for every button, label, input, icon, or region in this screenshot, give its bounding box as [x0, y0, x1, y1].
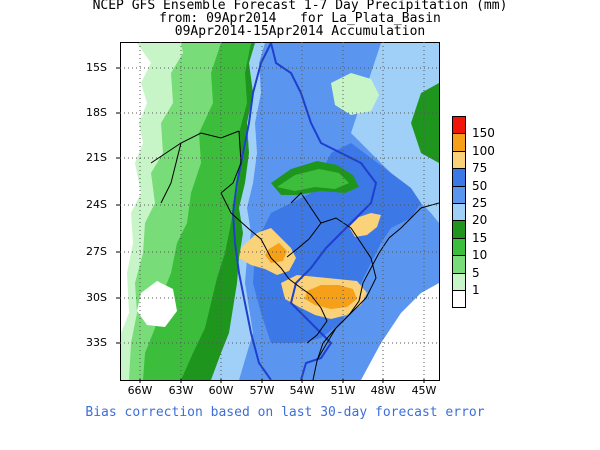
lat-label-21s: 21S: [86, 151, 107, 164]
legend-swatch: [452, 116, 466, 135]
legend-swatch: [452, 255, 466, 274]
lon-label-66w: 66W: [127, 384, 153, 397]
legend-label: 50: [472, 178, 488, 193]
legend-swatch: [452, 220, 466, 239]
legend-swatch: [452, 133, 466, 152]
legend-swatch: [452, 237, 466, 257]
map-title-line1: NCEP GFS Ensemble Forecast 1-7 Day Preci…: [92, 0, 508, 13]
lon-label-48w: 48W: [370, 384, 396, 397]
lon-label-57w: 57W: [249, 384, 275, 397]
lon-label-54w: 54W: [289, 384, 315, 397]
legend-label: 15: [472, 230, 488, 245]
bias-correction-note: Bias correction based on last 30-day for…: [85, 405, 485, 420]
lat-label-30s: 30S: [86, 291, 107, 304]
lon-label-45w: 45W: [411, 384, 437, 397]
legend-label: 5: [472, 265, 480, 280]
lat-label-33s: 33S: [86, 336, 107, 349]
precip-shade-10mm-east: [277, 169, 349, 191]
legend-label: 75: [472, 161, 488, 176]
legend-swatch: [452, 168, 466, 187]
legend-label: 1: [472, 283, 480, 297]
lat-label-18s: 18S: [86, 106, 107, 119]
no-precip-southwest: [137, 281, 177, 327]
basin-outline: [231, 43, 378, 380]
legend-label: 25: [472, 196, 488, 210]
legend-label: 10: [472, 248, 488, 263]
legend-swatch: [452, 150, 466, 170]
precip-shade-100mm-south: [305, 285, 357, 309]
precipitation-map: [120, 42, 440, 381]
lat-label-24s: 24S: [86, 198, 107, 211]
lon-label-60w: 60W: [208, 384, 234, 397]
legend-label: 150: [472, 126, 495, 141]
country-boundaries: [150, 130, 377, 361]
lon-label-63w: 63W: [168, 384, 194, 397]
ocean-lower-right: [361, 283, 439, 380]
legend-swatch: [452, 203, 466, 222]
legend-swatch: [452, 290, 466, 309]
precip-shade-75mm-coast: [349, 213, 381, 237]
lat-label-15s: 15S: [86, 61, 107, 74]
legend-swatch: [452, 272, 466, 291]
legend-label: 100: [472, 143, 495, 158]
lat-label-27s: 27S: [86, 245, 107, 258]
legend-label: 20: [472, 213, 488, 228]
precipitation-map-svg: [121, 43, 439, 380]
map-title-line3: 09Apr2014-15Apr2014 Accumulation: [174, 24, 426, 39]
lon-label-51w: 51W: [330, 384, 356, 397]
map-title-line2: from: 09Apr2014 for La_Plata_Basin: [159, 11, 441, 26]
legend-swatch: [452, 185, 466, 204]
coastline: [312, 202, 439, 380]
